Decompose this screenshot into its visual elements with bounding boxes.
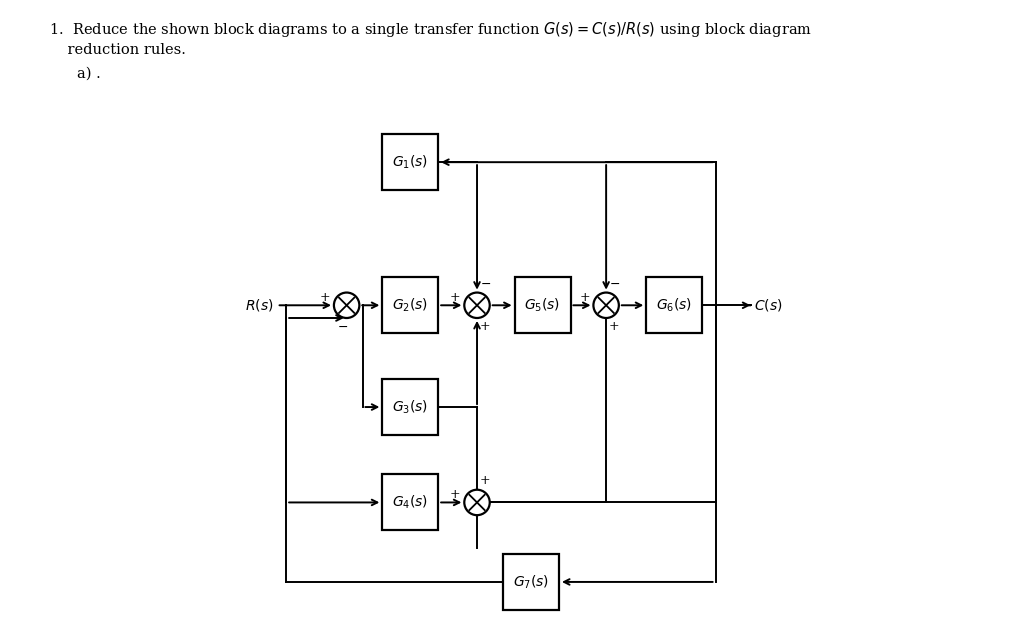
Circle shape bbox=[464, 293, 489, 318]
Text: $G_6(s)$: $G_6(s)$ bbox=[656, 296, 692, 314]
Bar bbox=[382, 474, 438, 530]
Text: +: + bbox=[319, 291, 331, 304]
Text: $G_5(s)$: $G_5(s)$ bbox=[524, 296, 560, 314]
Circle shape bbox=[334, 293, 359, 318]
Text: +: + bbox=[580, 291, 590, 304]
Text: +: + bbox=[480, 321, 490, 333]
Text: $G_3(s)$: $G_3(s)$ bbox=[392, 398, 428, 416]
Bar bbox=[503, 554, 559, 610]
Text: +: + bbox=[451, 291, 461, 304]
Circle shape bbox=[464, 490, 489, 515]
Text: reduction rules.: reduction rules. bbox=[49, 43, 186, 57]
Text: $G_4(s)$: $G_4(s)$ bbox=[392, 494, 428, 511]
Text: +: + bbox=[451, 488, 461, 501]
Text: a) .: a) . bbox=[77, 67, 100, 81]
Text: $G_7(s)$: $G_7(s)$ bbox=[513, 573, 549, 591]
Bar bbox=[514, 277, 570, 333]
Circle shape bbox=[593, 293, 618, 318]
Text: +: + bbox=[480, 474, 490, 487]
Text: $C(s)$: $C(s)$ bbox=[754, 297, 782, 314]
Text: $-$: $-$ bbox=[609, 277, 620, 290]
Text: +: + bbox=[609, 321, 620, 333]
Text: $G_1(s)$: $G_1(s)$ bbox=[392, 153, 428, 171]
Bar bbox=[382, 379, 438, 435]
Text: $R(s)$: $R(s)$ bbox=[245, 297, 273, 314]
Bar bbox=[382, 134, 438, 190]
Bar bbox=[382, 277, 438, 333]
Text: $G_2(s)$: $G_2(s)$ bbox=[392, 296, 428, 314]
Text: 1.  Reduce the shown block diagrams to a single transfer function $G(s) = C(s)/R: 1. Reduce the shown block diagrams to a … bbox=[49, 20, 812, 39]
Text: $-$: $-$ bbox=[337, 321, 348, 333]
Text: $-$: $-$ bbox=[479, 277, 490, 290]
Bar bbox=[646, 277, 702, 333]
